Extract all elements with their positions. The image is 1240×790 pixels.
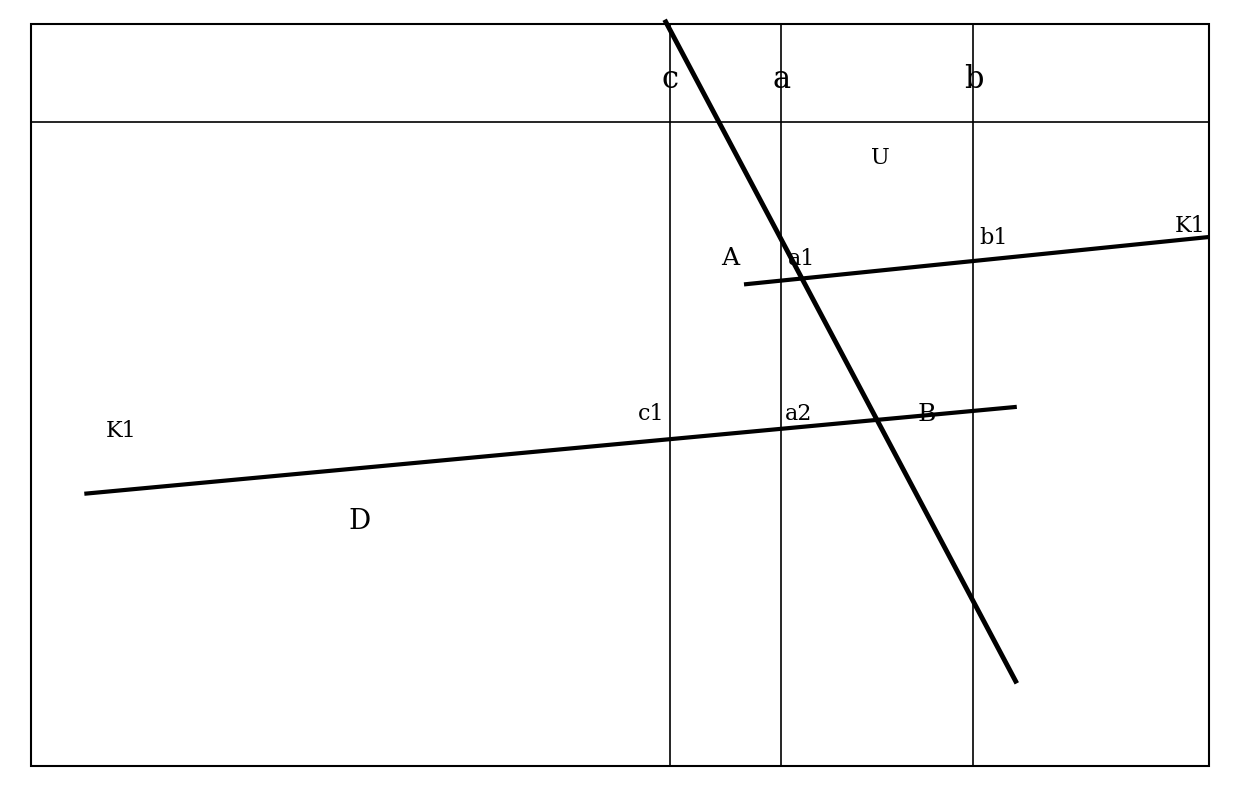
Text: b: b xyxy=(963,63,983,95)
Text: D: D xyxy=(348,508,371,535)
Text: a: a xyxy=(773,63,790,95)
Text: A: A xyxy=(720,247,739,270)
Text: K1: K1 xyxy=(105,420,136,442)
Text: c: c xyxy=(661,63,678,95)
Text: U: U xyxy=(870,147,890,169)
Text: a1: a1 xyxy=(787,248,815,270)
Text: B: B xyxy=(918,403,936,426)
Text: c1: c1 xyxy=(639,403,665,425)
Text: a2: a2 xyxy=(785,403,812,425)
Text: b1: b1 xyxy=(980,227,1008,249)
Text: K1: K1 xyxy=(1174,215,1205,237)
